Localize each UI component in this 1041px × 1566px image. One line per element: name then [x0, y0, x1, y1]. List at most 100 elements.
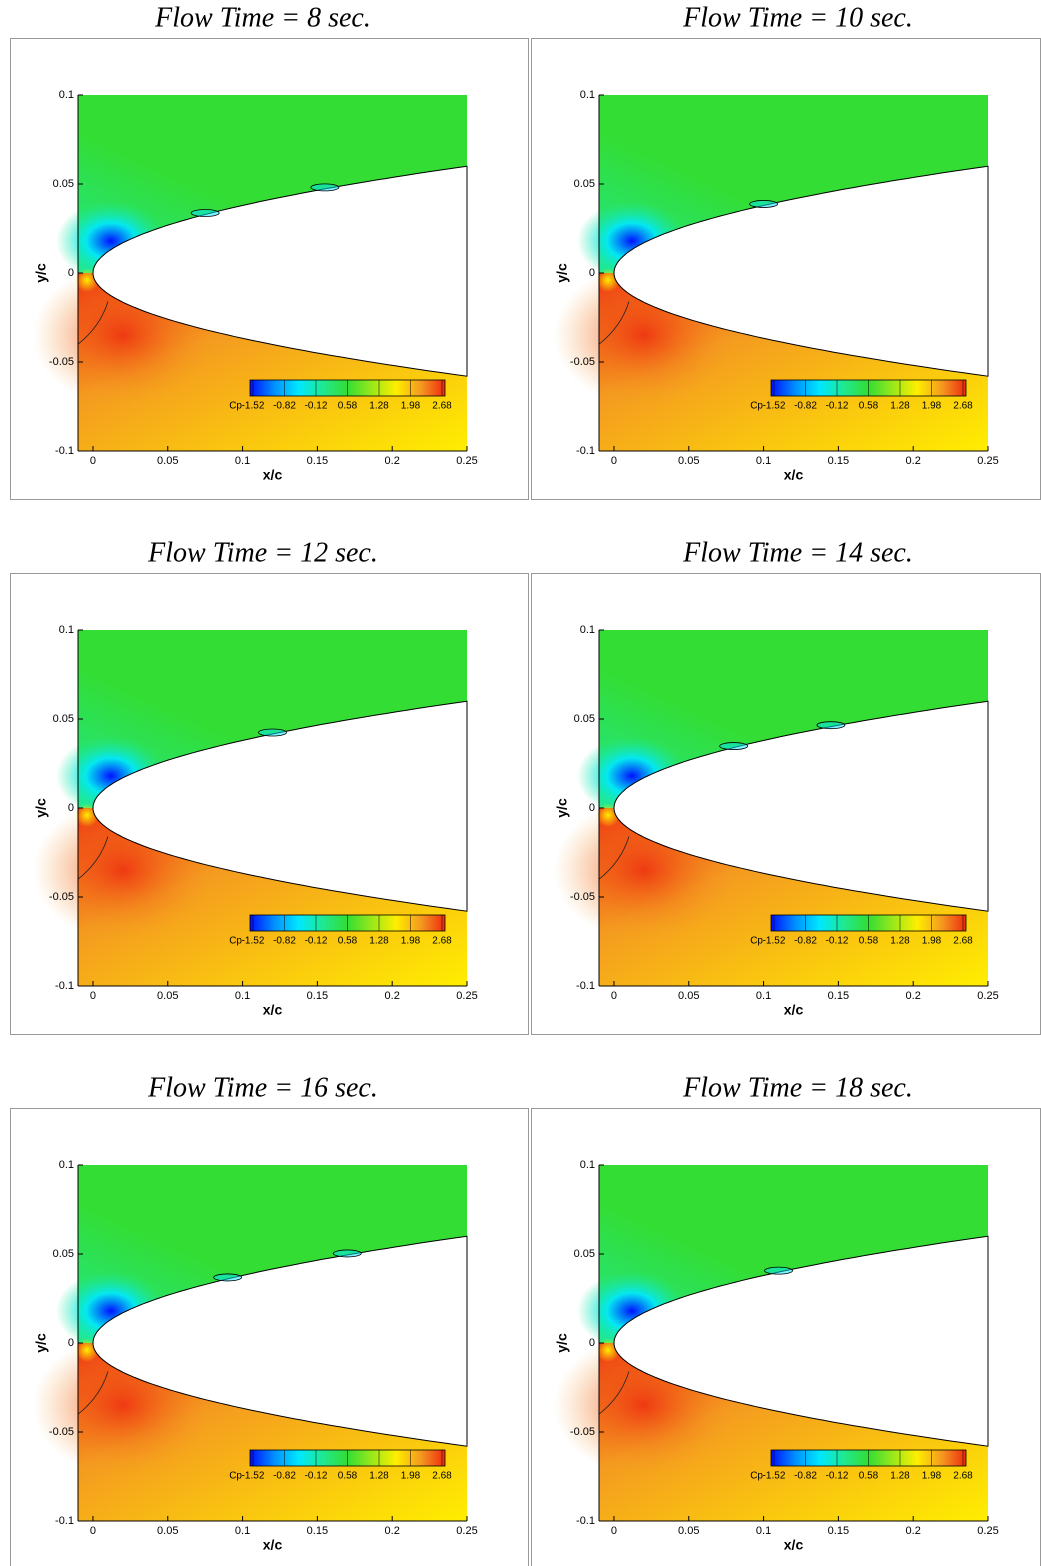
- cavity: [816, 721, 846, 730]
- panel: 0 0.05 0.1 0.15 0.2 0.25 -0.1 -0.05 0 0.05 0.1 x/c y…: [531, 38, 1041, 500]
- y-tick-label: 0.05: [53, 1248, 74, 1260]
- x-tick-label: 0.05: [678, 455, 699, 467]
- panel-title: Flow Time = 14 sec.: [682, 537, 913, 568]
- y-tick-label: -0.1: [576, 445, 595, 457]
- colorbar-tick-label: 2.68: [953, 936, 973, 947]
- y-tick-label: 0.1: [580, 624, 595, 636]
- colorbar-tick-label: 1.98: [401, 1471, 421, 1482]
- y-tick-label: 0.05: [574, 1248, 595, 1260]
- y-tick-label: 0.1: [59, 624, 74, 636]
- colorbar-tick-label: 1.28: [890, 401, 910, 412]
- x-tick-label: 0.05: [678, 990, 699, 1002]
- x-axis-label: x/c: [784, 1537, 804, 1553]
- panel-title: Flow Time = 8 sec.: [154, 2, 371, 33]
- y-tick-label: -0.05: [49, 1426, 74, 1438]
- y-tick-label: 0.05: [53, 713, 74, 725]
- colorbar-tick-label: 1.28: [369, 401, 389, 412]
- body: [92, 1235, 468, 1447]
- colorbar-label: Cp: [750, 936, 763, 947]
- colorbar-label: Cp: [229, 1471, 242, 1482]
- x-tick-label: 0.1: [235, 990, 250, 1002]
- x-tick-label: 0.25: [456, 990, 477, 1002]
- y-tick-label: 0: [589, 267, 595, 279]
- x-tick-label: 0.05: [157, 455, 178, 467]
- x-tick-label: 0.2: [385, 1525, 400, 1537]
- y-tick-label: -0.05: [49, 356, 74, 368]
- shock-line: [598, 301, 630, 345]
- colorbar-tick-label: -0.82: [273, 1471, 296, 1482]
- x-axis-label: x/c: [263, 1537, 283, 1553]
- y-axis-label: y/c: [554, 1333, 570, 1353]
- cavity: [332, 1249, 362, 1258]
- x-tick-label: 0.05: [157, 1525, 178, 1537]
- x-tick-label: 0.1: [756, 1525, 771, 1537]
- panel-border: [10, 573, 529, 1035]
- y-tick-label: 0: [589, 802, 595, 814]
- y-tick-label: -0.1: [576, 980, 595, 992]
- x-tick-label: 0.2: [906, 1525, 921, 1537]
- y-axis-label: y/c: [33, 263, 49, 283]
- colorbar-tick-label: 2.68: [432, 936, 452, 947]
- cavity: [719, 742, 749, 750]
- y-tick-label: 0.1: [580, 1159, 595, 1171]
- x-tick-label: 0.1: [235, 1525, 250, 1537]
- cavity: [749, 200, 778, 208]
- x-tick-label: 0.15: [307, 455, 328, 467]
- cavity: [258, 728, 287, 737]
- panel: 0 0.05 0.1 0.15 0.2 0.25 -0.1 -0.05 0 0.05 0.1 x/c y…: [10, 38, 529, 500]
- cavity: [190, 209, 220, 217]
- x-axis-label: x/c: [784, 467, 804, 483]
- panel: 0 0.05 0.1 0.15 0.2 0.25 -0.1 -0.05 0 0.05 0.1 x/c y…: [10, 573, 529, 1035]
- colorbar-tick-label: 1.98: [922, 401, 942, 412]
- y-tick-label: 0: [589, 1337, 595, 1349]
- colorbar-tick-label: -1.52: [242, 1471, 265, 1482]
- colorbar-tick-label: 0.58: [859, 401, 879, 412]
- y-tick-label: 0.05: [574, 713, 595, 725]
- colorbar-tick-label: 1.28: [890, 936, 910, 947]
- colorbar-tick-label: -0.12: [305, 1471, 328, 1482]
- colorbar-tick-label: 1.98: [922, 1471, 942, 1482]
- y-tick-label: 0.1: [59, 89, 74, 101]
- y-axis-label: y/c: [554, 263, 570, 283]
- y-tick-label: -0.1: [55, 980, 74, 992]
- body: [92, 165, 468, 377]
- panel-title: Flow Time = 18 sec.: [682, 1072, 913, 1103]
- y-tick-label: 0: [68, 1337, 74, 1349]
- x-axis-label: x/c: [263, 1002, 283, 1018]
- colorbar-tick-label: 0.58: [338, 1471, 358, 1482]
- x-tick-label: 0: [90, 990, 96, 1002]
- x-tick-label: 0.2: [906, 990, 921, 1002]
- shock-line: [77, 301, 109, 345]
- y-tick-label: 0.1: [580, 89, 595, 101]
- x-tick-label: 0.15: [828, 1525, 849, 1537]
- cavity: [764, 1266, 793, 1275]
- panel: 0 0.05 0.1 0.15 0.2 0.25 -0.1 -0.05 0 0.05 0.1 x/c y…: [531, 573, 1041, 1035]
- colorbar-tick-label: 1.28: [369, 1471, 389, 1482]
- x-tick-label: 0.25: [456, 1525, 477, 1537]
- x-tick-label: 0: [611, 1525, 617, 1537]
- colorbar-tick-label: -0.12: [826, 1471, 849, 1482]
- x-tick-label: 0.1: [756, 990, 771, 1002]
- y-tick-label: -0.1: [55, 1515, 74, 1527]
- x-tick-label: 0.15: [828, 455, 849, 467]
- colorbar-tick-label: -1.52: [763, 1471, 786, 1482]
- colorbar-label: Cp: [750, 401, 763, 412]
- colorbar-tick-label: 2.68: [432, 401, 452, 412]
- panel: 0 0.05 0.1 0.15 0.2 0.25 -0.1 -0.05 0 0.05 0.1 x/c y…: [531, 1108, 1041, 1566]
- colorbar-tick-label: -1.52: [763, 936, 786, 947]
- y-tick-label: -0.1: [576, 1515, 595, 1527]
- panel: 0 0.05 0.1 0.15 0.2 0.25 -0.1 -0.05 0 0.05 0.1 x/c y…: [10, 1108, 529, 1566]
- shock-line: [598, 836, 630, 880]
- x-tick-label: 0: [611, 455, 617, 467]
- panel-border: [10, 1108, 529, 1566]
- colorbar-tick-label: 0.58: [338, 401, 358, 412]
- y-tick-label: 0.05: [574, 178, 595, 190]
- x-tick-label: 0: [90, 455, 96, 467]
- y-tick-label: 0.1: [59, 1159, 74, 1171]
- x-tick-label: 0.2: [385, 455, 400, 467]
- body: [613, 700, 989, 912]
- colorbar-tick-label: 1.98: [922, 936, 942, 947]
- y-axis-label: y/c: [33, 798, 49, 818]
- colorbar-tick-label: -1.52: [763, 401, 786, 412]
